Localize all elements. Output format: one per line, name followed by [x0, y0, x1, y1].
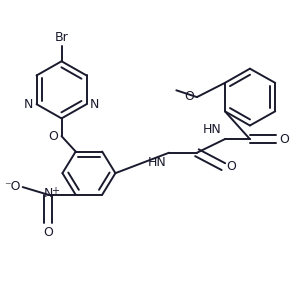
- Text: ⁻O: ⁻O: [4, 180, 20, 193]
- Text: O: O: [226, 160, 236, 173]
- Text: N: N: [90, 98, 99, 111]
- Text: +: +: [51, 186, 59, 196]
- Text: N: N: [44, 187, 53, 200]
- Text: Br: Br: [55, 30, 68, 44]
- Text: HN: HN: [203, 123, 222, 136]
- Text: O: O: [184, 90, 194, 103]
- Text: O: O: [43, 226, 53, 239]
- Text: O: O: [279, 133, 289, 146]
- Text: N: N: [24, 98, 33, 111]
- Text: O: O: [48, 130, 58, 143]
- Text: HN: HN: [147, 156, 166, 169]
